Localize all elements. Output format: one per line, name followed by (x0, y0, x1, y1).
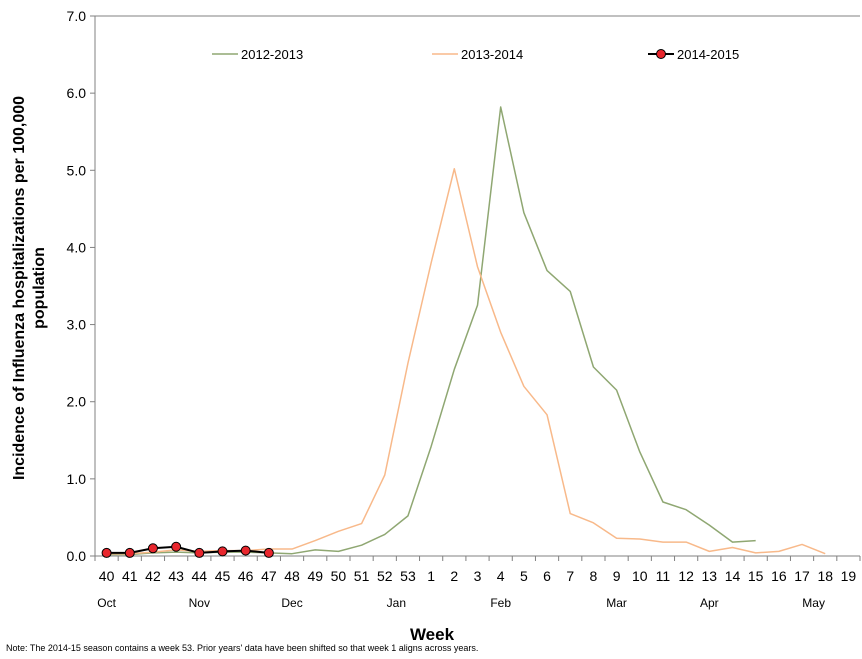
data-point (171, 541, 182, 552)
x-tick-label: 13 (702, 568, 718, 584)
legend-item: 2014-2015 (648, 47, 739, 62)
x-tick-label: 47 (261, 568, 277, 584)
data-point (217, 546, 228, 557)
x-tick-label: 10 (632, 568, 648, 584)
y-tick-label: 7.0 (67, 8, 87, 24)
y-ticks: 0.0 1.0 2.0 3.0 4.0 5.0 6.0 7.0 (67, 8, 95, 564)
y-tick-label: 1.0 (67, 471, 87, 487)
y-tick-label: 5.0 (67, 162, 87, 178)
x-tick-label: 9 (613, 568, 621, 584)
data-point (194, 547, 205, 558)
series-group (101, 106, 826, 558)
data-point (240, 545, 251, 556)
x-tick-label: 40 (99, 568, 115, 584)
series-line (106, 106, 756, 556)
x-tick-label: 5 (520, 568, 528, 584)
footnote: Note: The 2014-15 season contains a week… (6, 643, 479, 653)
y-tick-label: 0.0 (67, 548, 87, 564)
x-tick-label: 52 (377, 568, 393, 584)
series-2013-2014 (106, 167, 826, 555)
legend: 2012-2013 2013-2014 2014-2015 (212, 47, 739, 62)
axes (94, 15, 860, 557)
x-tick-label: 11 (656, 568, 671, 584)
month-label: Nov (189, 596, 210, 610)
x-tick-label: 43 (168, 568, 184, 584)
x-tick-label: 50 (331, 568, 347, 584)
x-tick-label: 7 (566, 568, 574, 584)
x-tick-label: 42 (145, 568, 161, 584)
legend-marker (656, 49, 666, 59)
month-labels: Oct Nov Dec Jan Feb Mar Apr May (97, 596, 825, 610)
x-tick-label: 49 (307, 568, 323, 584)
data-point (101, 547, 112, 558)
month-label: May (802, 596, 825, 610)
y-axis-title-line2: population (31, 247, 48, 329)
data-point (124, 547, 135, 558)
legend-label: 2012-2013 (241, 47, 303, 62)
y-axis-title-line1: Incidence of Influenza hospitalizations … (11, 96, 28, 480)
x-tick-label: 12 (678, 568, 694, 584)
series-2012-2013 (106, 106, 756, 556)
y-tick-label: 4.0 (67, 239, 87, 255)
y-tick-label: 6.0 (67, 85, 87, 101)
x-tick-label: 16 (771, 568, 787, 584)
data-point (263, 547, 274, 558)
x-tick-label: 18 (817, 568, 833, 584)
legend-item: 2013-2014 (432, 47, 523, 62)
series-line (106, 167, 826, 555)
x-tick-label: 17 (794, 568, 810, 584)
x-tick-label: 41 (122, 568, 138, 584)
legend-label: 2014-2015 (677, 47, 739, 62)
series-2014-2015 (101, 541, 274, 558)
x-tick-label: 2 (450, 568, 458, 584)
x-tick-label: 8 (590, 568, 598, 584)
x-tick-label: 4 (497, 568, 505, 584)
x-tick-label: 6 (543, 568, 551, 584)
legend-item: 2012-2013 (212, 47, 303, 62)
x-tick-label: 3 (474, 568, 482, 584)
month-label: Feb (490, 596, 511, 610)
x-tick-label: 46 (238, 568, 254, 584)
x-tick-label: 48 (284, 568, 300, 584)
month-label: Jan (387, 596, 406, 610)
month-label: Dec (281, 596, 302, 610)
x-tick-label: 53 (400, 568, 416, 584)
month-label: Mar (606, 596, 627, 610)
x-tick-label: 44 (192, 568, 208, 584)
x-tick-label: 1 (427, 568, 435, 584)
x-ticks: 40 41 42 43 44 45 46 47 48 49 50 51 52 53 1 2 3 4 5 6 7 8 9 10 1… (94, 556, 861, 584)
data-point (147, 543, 158, 554)
y-tick-label: 3.0 (67, 317, 87, 333)
x-tick-label: 19 (841, 568, 857, 584)
x-tick-label: 14 (725, 568, 741, 584)
x-tick-label: 51 (354, 568, 370, 584)
month-label: Oct (97, 596, 116, 610)
month-label: Apr (700, 596, 719, 610)
legend-label: 2013-2014 (461, 47, 523, 62)
x-axis-title: Week (410, 625, 455, 644)
y-tick-label: 2.0 (67, 394, 87, 410)
x-tick-label: 15 (748, 568, 764, 584)
x-tick-label: 45 (215, 568, 231, 584)
